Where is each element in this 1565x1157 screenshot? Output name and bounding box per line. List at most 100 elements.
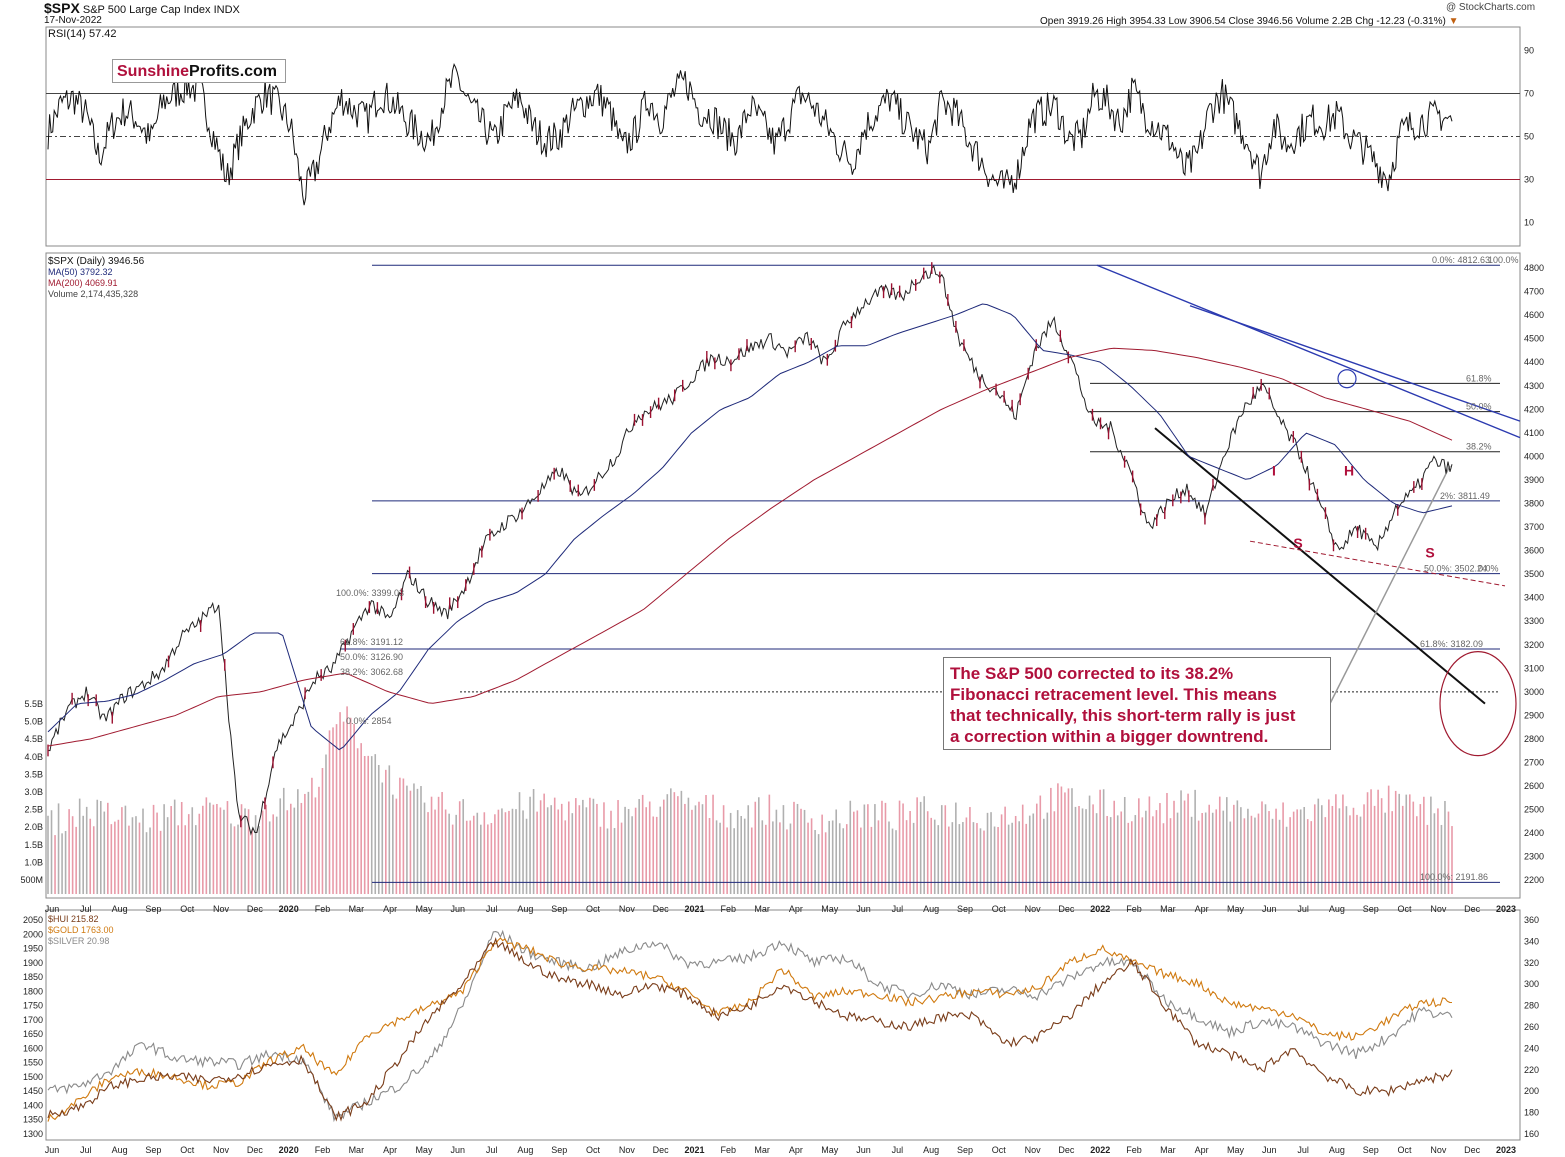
metals-x-label: May [1227,1145,1245,1155]
spx-x-label: May [415,904,433,914]
spx-y-tick: 2900 [1524,710,1544,720]
legend-ma200: MA(200) 4069.91 [48,278,118,288]
legend-spx: $SPX (Daily) 3946.56 [48,256,145,267]
spx-y-tick: 4000 [1524,451,1544,461]
exchange: INDX [213,4,240,16]
metals-x-label: Nov [619,1145,636,1155]
brand-part2: Profits.com [189,63,278,80]
spx-y-tick: 4800 [1524,263,1544,273]
pattern-label: S [1293,535,1302,551]
metals-x-label: Nov [1430,1145,1447,1155]
spx-y-tick: 4700 [1524,287,1544,297]
series-lines [47,63,1453,1123]
spx-x-label: Nov [1025,904,1042,914]
metals-x-label: Sep [1363,1145,1379,1155]
metals-x-label: Feb [721,1145,737,1155]
callout-line-3: that technically, this short-term rally … [950,706,1296,725]
fib-label: 2%: 3811.49 [1440,491,1490,501]
spx-x-label: Oct [586,904,601,914]
spx-x-label: Feb [1126,904,1142,914]
spx-panel-frame [45,252,1521,899]
metals-right-tick: 260 [1524,1022,1539,1032]
chart-date: 17-Nov-2022 [44,15,102,26]
fib-label: 0.0%: 2854 [346,716,392,726]
spx-x-label: Aug [517,904,533,914]
spx-y-tick: 4400 [1524,357,1544,367]
spx-x-label: Jun [1262,904,1277,914]
peak-circle [1337,369,1357,389]
metals-left-tick: 1400 [23,1100,43,1110]
spx-y-tick: 4300 [1524,381,1544,391]
spx-x-label: May [821,904,839,914]
spx-x-label: May [1227,904,1245,914]
spx-x-label: Mar [1160,904,1176,914]
spx-y-tick: 4500 [1524,334,1544,344]
metals-left-tick: 2050 [23,915,43,925]
metals-x-label: Oct [180,1145,195,1155]
metals-x-label: Aug [923,1145,939,1155]
metals-x-label: 2023 [1496,1145,1516,1155]
spx-x-label: 2022 [1090,904,1110,914]
neckline [1249,540,1506,587]
metals-right-tick: 300 [1524,979,1539,989]
rsi-y-tick: 10 [1524,218,1534,228]
spx-x-label: Jun [451,904,466,914]
spx-x-label: Sep [551,904,567,914]
metals-x-label: May [821,1145,839,1155]
volume-y-tick: 1.0B [24,857,43,867]
fib-label: 0.0% [1478,564,1499,574]
metals-right-tick: 340 [1524,936,1539,946]
fib-label: 50.0% [1466,402,1492,412]
spx-x-label: Aug [112,904,128,914]
spx-x-label: Dec [1464,904,1481,914]
metals-x-label: Dec [1464,1145,1481,1155]
metals-right-tick: 200 [1524,1086,1539,1096]
pattern-label: I [1272,462,1276,478]
metals-x-label: Feb [1126,1145,1142,1155]
metals-legend: $HUI 215.82 $GOLD 1763.00 $SILVER 20.98 [48,914,114,947]
hui-line [47,937,1453,1122]
spx-y-tick: 2600 [1524,781,1544,791]
metals-x-label: Feb [315,1145,331,1155]
metals-right-tick: 280 [1524,1001,1539,1011]
metals-x-label: Oct [586,1145,601,1155]
metals-x-label: 2021 [684,1145,704,1155]
volume-y-tick: 1.5B [24,840,43,850]
spx-x-label: 2020 [279,904,299,914]
change-arrow-icon: ▼ [1448,16,1459,27]
brand-part1: Sunshine [117,63,190,80]
metals-x-label: Aug [1329,1145,1345,1155]
fib-label: 38.2%: 3062.68 [340,667,403,677]
metals-left-tick: 1800 [23,986,43,996]
spx-y-tick: 4100 [1524,428,1544,438]
spx-legend: $SPX (Daily) 3946.56 MA(50) 3792.32 MA(2… [48,256,144,300]
metals-x-label: Nov [213,1145,230,1155]
spx-x-label: Sep [145,904,161,914]
spx-x-label: Mar [349,904,365,914]
spx-y-tick: 3200 [1524,640,1544,650]
spx-x-label: Aug [1329,904,1345,914]
ohlc-readout: Open 3919.26 High 3954.33 Low 3906.54 Cl… [1040,16,1459,27]
spx-y-tick: 3700 [1524,522,1544,532]
metals-left-tick: 1650 [23,1029,43,1039]
metals-x-label: Jun [451,1145,466,1155]
spx-x-label: Dec [1058,904,1075,914]
legend-volume: Volume 2,174,435,328 [48,289,139,299]
volume-y-tick: 5.5B [24,699,43,709]
spx-x-label: Nov [1430,904,1447,914]
volume-y-tick: 2.5B [24,805,43,815]
spx-x-label: Jun [45,904,60,914]
metals-x-label: Jul [80,1145,92,1155]
fib-label: 61.8% [1466,373,1492,383]
metals-left-tick: 1950 [23,944,43,954]
metals-left-tick: 1750 [23,1001,43,1011]
spx-y-tick: 4600 [1524,310,1544,320]
metals-x-label: Sep [145,1145,161,1155]
target-ellipse [1439,651,1517,757]
metals-x-label: Jul [486,1145,498,1155]
downtrend-line-upper [1096,264,1521,439]
metals-x-label: Jul [1297,1145,1309,1155]
spx-x-label: Jul [486,904,498,914]
legend-ma50: MA(50) 3792.32 [48,267,113,277]
